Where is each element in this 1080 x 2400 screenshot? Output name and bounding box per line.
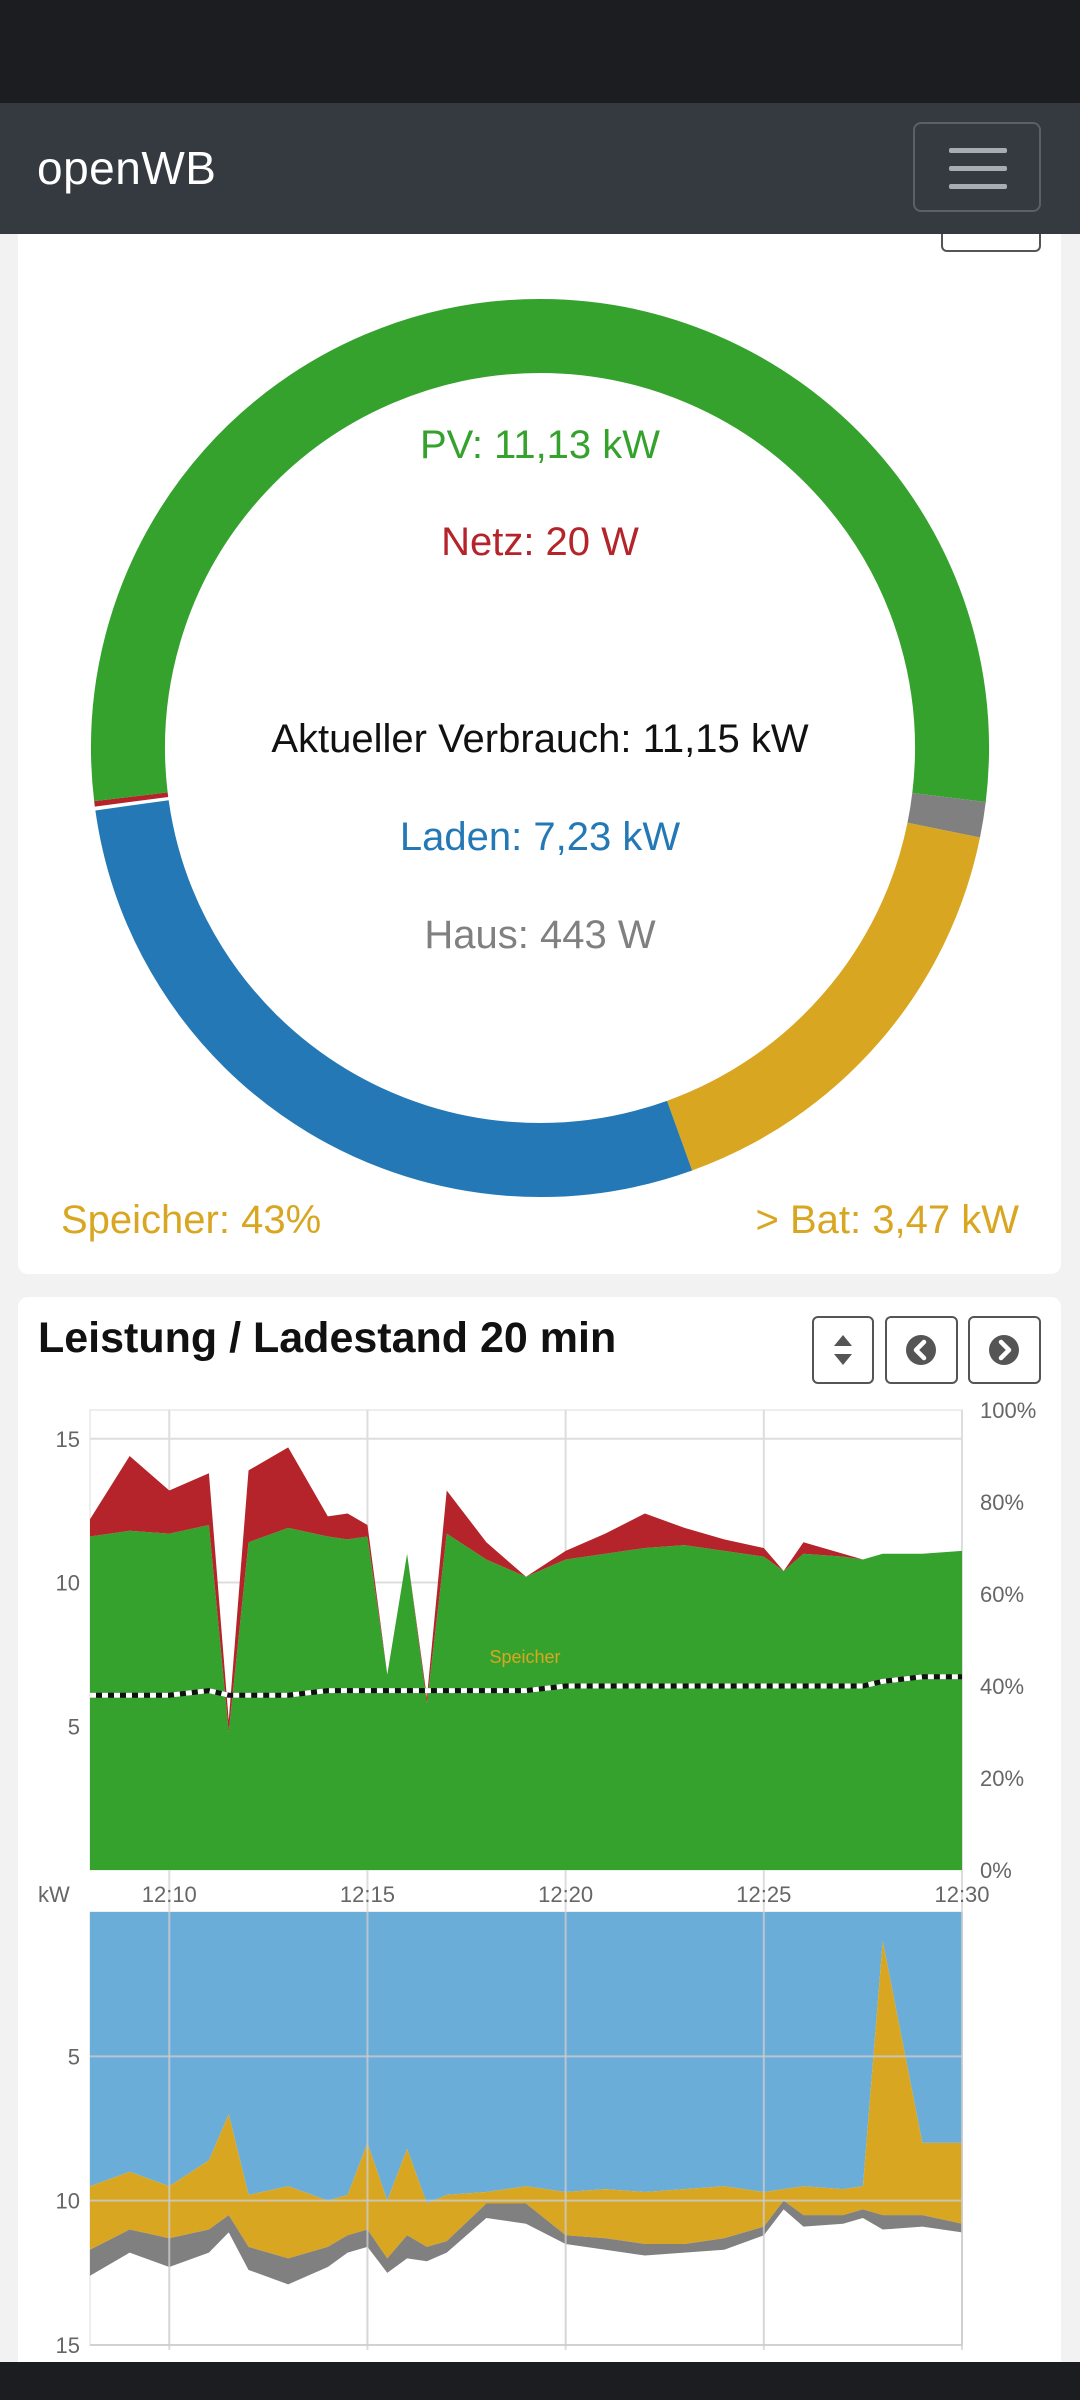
sort-icon (834, 1335, 852, 1365)
charging-area (90, 1912, 962, 2204)
pv-area (90, 1525, 962, 1870)
storage-soc-line (90, 1674, 962, 1698)
brand-logo-text[interactable]: openWB (37, 142, 217, 194)
grid-power-label: Netz: 20 W (441, 520, 639, 564)
system-navigation-bar (0, 2362, 1080, 2400)
battery-area (90, 1940, 962, 2259)
overlapped-button-edge[interactable] (941, 234, 1041, 252)
system-status-bar (0, 0, 1080, 103)
y2-tick-label: 0% (980, 1858, 1012, 1883)
x-tick-label: 12:10 (142, 1882, 197, 1907)
y-tick-label: 15 (56, 2333, 80, 2358)
grid-area (90, 1447, 962, 1732)
chart-title: Leistung / Ladestand 20 min (38, 1314, 617, 1362)
current-consumption-label: Aktueller Verbrauch: 11,15 kW (271, 717, 809, 761)
chevron-right-icon (989, 1335, 1019, 1365)
chevron-left-icon (906, 1335, 936, 1365)
previous-button[interactable] (885, 1316, 958, 1384)
y2-tick-label: 100% (980, 1398, 1036, 1423)
storage-soc-series-label: Speicher (489, 1647, 560, 1667)
x-tick-label: 12:15 (340, 1882, 395, 1907)
battery-power-label: > Bat: 3,47 kW (755, 1198, 1019, 1242)
x-tick-label: 12:30 (934, 1882, 989, 1907)
y-tick-label: 5 (68, 1714, 80, 1739)
y-tick-label: 10 (56, 2189, 80, 2214)
y2-tick-label: 80% (980, 1490, 1024, 1515)
y2-tick-label: 40% (980, 1674, 1024, 1699)
house-area (90, 2200, 962, 2285)
x-tick-label: 12:25 (736, 1882, 791, 1907)
hamburger-icon (949, 166, 1007, 171)
sort-toggle-button[interactable] (812, 1316, 874, 1384)
pv-power-label: PV: 11,13 kW (419, 423, 661, 467)
hamburger-icon (949, 184, 1007, 189)
navbar: openWB (0, 103, 1080, 234)
y-axis-label: kW (38, 1882, 70, 1907)
menu-toggle-button[interactable] (913, 122, 1041, 212)
house-power-label: Haus: 443 W (424, 913, 656, 957)
x-tick-label: 12:20 (538, 1882, 593, 1907)
charging-power-label: Laden: 7,23 kW (399, 815, 681, 859)
y-tick-label: 5 (68, 2044, 80, 2069)
y-tick-label: 10 (56, 1571, 80, 1596)
y-tick-label: 15 (56, 1427, 80, 1452)
y2-tick-label: 60% (980, 1582, 1024, 1607)
storage-soc-label: Speicher: 43% (61, 1198, 322, 1242)
next-button[interactable] (968, 1316, 1041, 1384)
y2-tick-label: 20% (980, 1766, 1024, 1791)
hamburger-icon (949, 148, 1007, 153)
